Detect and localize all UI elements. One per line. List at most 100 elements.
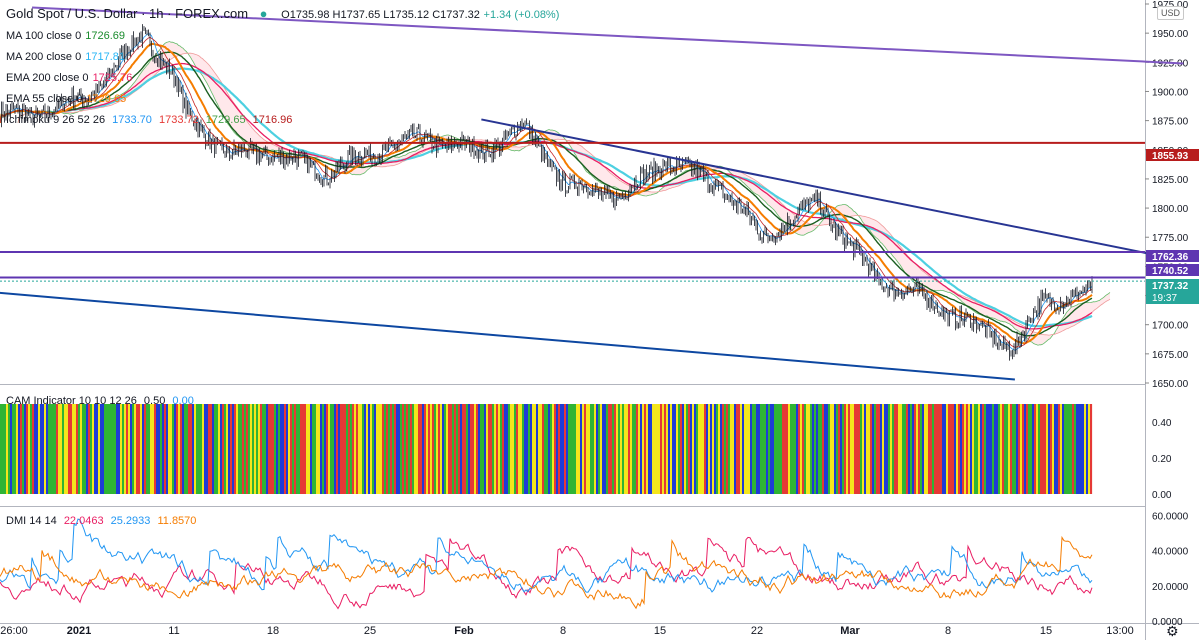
cam-bar (642, 404, 645, 494)
cam-bar (926, 404, 929, 494)
cam-bar (178, 404, 181, 494)
cam-bar (698, 404, 701, 494)
cam-bar (748, 404, 751, 494)
cam-bar (744, 404, 747, 494)
cam-bar (462, 404, 465, 494)
legend-dmi[interactable]: DMI 14 14 22.0463 25.2933 11.8570 (6, 515, 197, 527)
cam-bar (548, 404, 551, 494)
change-value: +1.34 (+0.08%) (483, 9, 560, 21)
cam-bar (206, 404, 209, 494)
candles (1, 24, 1093, 361)
cam-bar (620, 404, 623, 494)
cam-bar (302, 404, 305, 494)
cam-bar (1022, 404, 1025, 494)
cam-bar (1002, 404, 1005, 494)
cam-bar (142, 404, 145, 494)
cam-bar (62, 404, 65, 494)
cam-bar (312, 404, 315, 494)
cam-bar (1060, 404, 1063, 494)
cam-bar (6, 404, 9, 494)
cam-bar (16, 404, 19, 494)
cam-bar (690, 404, 693, 494)
cam-bar (396, 404, 399, 494)
cam-bar (828, 404, 831, 494)
cam-bar (386, 404, 389, 494)
cam-bar (702, 404, 705, 494)
legend-ma100[interactable]: MA 100 close 0 1726.69 (6, 30, 125, 42)
legend-ema200[interactable]: EMA 200 close 0 1725.76 (6, 72, 133, 84)
settings-gear-icon[interactable]: ⚙ (1166, 624, 1179, 640)
currency-label[interactable]: USD (1157, 6, 1185, 20)
cam-bar (286, 404, 289, 494)
legend-ema55[interactable]: EMA 55 close 0 1729.65 (6, 93, 127, 105)
cam-bar (268, 404, 271, 494)
cam-bar (626, 404, 629, 494)
cam-bar (730, 404, 733, 494)
cam-bar (124, 404, 127, 494)
cam-bar (982, 404, 985, 494)
cam-bar (92, 404, 95, 494)
cam-bar (400, 404, 403, 494)
cam-bar (26, 404, 29, 494)
cam-bar (1042, 404, 1045, 494)
cam-bar (740, 404, 743, 494)
cam-bar (858, 404, 861, 494)
cam-bar (48, 404, 51, 494)
cam-bar (560, 404, 563, 494)
cam-bar (428, 404, 431, 494)
cam-bar (842, 404, 845, 494)
cam-bar (1036, 404, 1039, 494)
cam-bar (10, 404, 13, 494)
legend-ma200[interactable]: MA 200 close 0 1717.81 (6, 51, 125, 63)
cam-bar (576, 404, 579, 494)
cam-bar (552, 404, 555, 494)
cam-bar (134, 404, 137, 494)
cam-bar (74, 404, 77, 494)
cam-bar (668, 404, 671, 494)
cam-bar (892, 404, 895, 494)
cam-bar (902, 404, 905, 494)
cam-bar (694, 404, 697, 494)
cam-bar (920, 404, 923, 494)
cam-bar (666, 404, 669, 494)
cam-bar (968, 404, 971, 494)
cam-bar (282, 404, 285, 494)
cam-bar (878, 404, 881, 494)
cam-bar (434, 404, 437, 494)
cam-bar (704, 404, 707, 494)
cam-bar (710, 404, 713, 494)
cam-bar (780, 404, 783, 494)
cam-bar (280, 404, 283, 494)
market-open-dot: ● (259, 6, 268, 21)
cam-bar (986, 404, 989, 494)
cam-bar (618, 404, 621, 494)
legend-ichimoku[interactable]: Ichimoku 9 26 52 26 1733.70 1733.72 1729… (6, 114, 293, 126)
cam-bar (160, 404, 163, 494)
cam-bar (186, 404, 189, 494)
cam-bar (254, 404, 257, 494)
cam-bar (684, 404, 687, 494)
cam-bar (20, 404, 23, 494)
cam-bar (86, 404, 89, 494)
cam-bar (880, 404, 883, 494)
cam-bar (364, 404, 367, 494)
legend-cam[interactable]: CAM Indicator 10 10 12 26 0.50 0.00 (6, 395, 194, 407)
cam-bar (0, 404, 3, 494)
cam-bar (498, 404, 501, 494)
time-tick-label: 18 (267, 625, 279, 637)
cam-bar (272, 404, 275, 494)
cam-bar (1084, 404, 1087, 494)
cam-bar (96, 404, 99, 494)
cam-bar (1004, 404, 1007, 494)
cam-bar (534, 404, 537, 494)
symbol-title[interactable]: Gold Spot / U.S. Dollar · 1h · FOREX.com (6, 6, 249, 21)
cam-bar (194, 404, 197, 494)
time-tick-label: 22 (751, 625, 763, 637)
cam-bar (1052, 404, 1055, 494)
cam-bar (830, 404, 833, 494)
cam-bar (514, 404, 517, 494)
cam-bar (824, 404, 827, 494)
cam-bar (630, 404, 633, 494)
countdown-label: 19:37 (1152, 293, 1177, 304)
